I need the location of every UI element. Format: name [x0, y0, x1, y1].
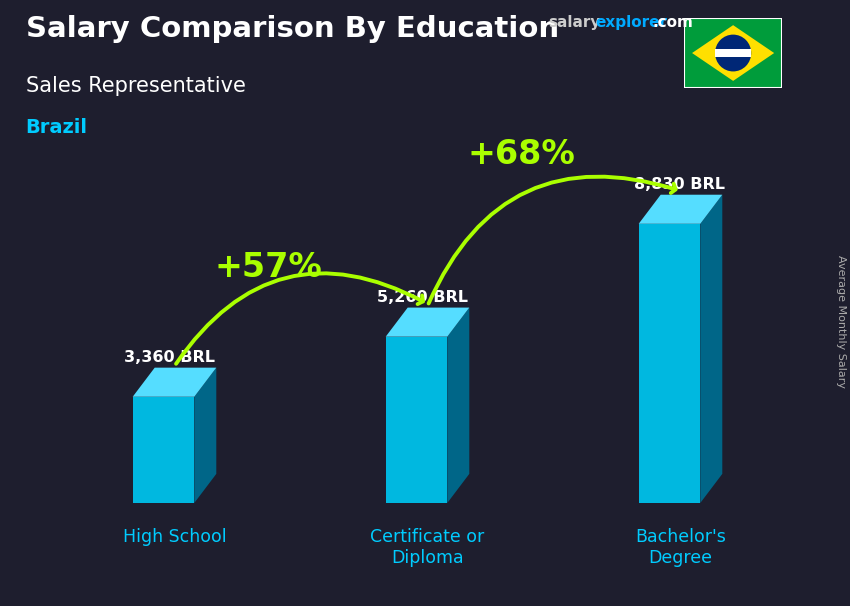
Text: Average Monthly Salary: Average Monthly Salary — [836, 255, 846, 388]
Text: Sales Representative: Sales Representative — [26, 76, 246, 96]
Polygon shape — [638, 224, 700, 503]
Polygon shape — [684, 18, 782, 88]
Text: Certificate or
Diploma: Certificate or Diploma — [371, 528, 484, 567]
Text: 5,260 BRL: 5,260 BRL — [377, 290, 468, 305]
Text: explorer: explorer — [595, 15, 667, 30]
Text: 3,360 BRL: 3,360 BRL — [124, 350, 215, 365]
Polygon shape — [715, 49, 751, 57]
Text: .com: .com — [653, 15, 694, 30]
Polygon shape — [195, 368, 216, 503]
Polygon shape — [700, 195, 722, 503]
Polygon shape — [447, 308, 469, 503]
Text: Brazil: Brazil — [26, 118, 88, 137]
Text: 8,830 BRL: 8,830 BRL — [634, 177, 725, 192]
Polygon shape — [386, 337, 447, 503]
Polygon shape — [133, 368, 216, 397]
Text: Salary Comparison By Education: Salary Comparison By Education — [26, 15, 558, 43]
Text: High School: High School — [122, 528, 226, 546]
Polygon shape — [133, 397, 195, 503]
Polygon shape — [386, 308, 469, 337]
Polygon shape — [638, 195, 722, 224]
Text: +57%: +57% — [214, 251, 322, 284]
Polygon shape — [692, 25, 774, 81]
Text: salary: salary — [548, 15, 601, 30]
Text: Bachelor's
Degree: Bachelor's Degree — [635, 528, 726, 567]
Circle shape — [715, 35, 751, 72]
Text: +68%: +68% — [468, 138, 575, 171]
